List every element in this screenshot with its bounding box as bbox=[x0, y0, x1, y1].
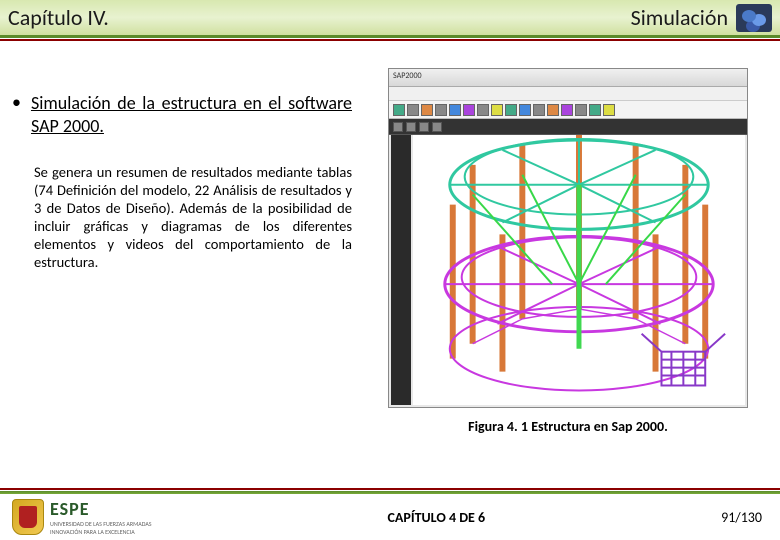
toolbar-icon bbox=[393, 122, 403, 132]
toolbar-icon bbox=[406, 122, 416, 132]
structure-render bbox=[413, 135, 745, 405]
slide-header: Capítulo IV. Simulación bbox=[0, 0, 780, 38]
toolbar-icon bbox=[393, 104, 405, 116]
toolbar-icon bbox=[505, 104, 517, 116]
bullet-heading: Simulación de la estructura en el softwa… bbox=[31, 92, 352, 139]
window-toolbar-2 bbox=[389, 119, 747, 135]
slide-footer: ESPE UNIVERSIDAD DE LAS FUERZAS ARMADAS … bbox=[0, 488, 780, 540]
toolbar-icon bbox=[589, 104, 601, 116]
window-menubar bbox=[389, 87, 747, 101]
toolbar-icon bbox=[561, 104, 573, 116]
toolbar-icon bbox=[407, 104, 419, 116]
toolbar-icon bbox=[477, 104, 489, 116]
sap2000-window: SAP2000 bbox=[388, 68, 748, 408]
sap-3d-viewport bbox=[413, 135, 745, 405]
logo-tagline: UNIVERSIDAD DE LAS FUERZAS ARMADAS bbox=[50, 520, 152, 528]
window-titlebar: SAP2000 bbox=[389, 69, 747, 87]
toolbar-icon bbox=[421, 104, 433, 116]
toolbar-icon bbox=[419, 122, 429, 132]
toolbar-icon bbox=[603, 104, 615, 116]
toolbar-icon bbox=[575, 104, 587, 116]
toolbar-icon bbox=[432, 122, 442, 132]
toolbar-icon bbox=[435, 104, 447, 116]
toolbar-icon bbox=[463, 104, 475, 116]
header-title-group: Simulación bbox=[631, 4, 772, 32]
page-number: 91/130 bbox=[721, 509, 768, 526]
logo-text-block: ESPE UNIVERSIDAD DE LAS FUERZAS ARMADAS … bbox=[50, 498, 152, 536]
espe-logo: ESPE UNIVERSIDAD DE LAS FUERZAS ARMADAS … bbox=[12, 498, 152, 536]
section-title: Simulación bbox=[631, 4, 728, 31]
content-area: • Simulación de la estructura en el soft… bbox=[0, 38, 780, 435]
body-paragraph: Se genera un resumen de resultados media… bbox=[12, 163, 352, 272]
window-toolbar-1 bbox=[389, 101, 747, 119]
toolbar-icon bbox=[547, 104, 559, 116]
figure-column: SAP2000 bbox=[368, 68, 768, 435]
logo-name: ESPE bbox=[50, 498, 152, 520]
footer-rule-red bbox=[0, 488, 780, 490]
chapter-label: Capítulo IV. bbox=[8, 4, 109, 31]
bullet-marker: • bbox=[12, 92, 21, 114]
toolbar-icon bbox=[449, 104, 461, 116]
header-decor-icon bbox=[736, 4, 772, 32]
footer-chapter-indicator: CAPÍTULO 4 DE 6 bbox=[152, 509, 722, 526]
toolbar-icon bbox=[533, 104, 545, 116]
toolbar-icon bbox=[491, 104, 503, 116]
text-column: • Simulación de la estructura en el soft… bbox=[12, 68, 352, 435]
logo-shield-icon bbox=[12, 499, 44, 535]
figure-caption: Figura 4. 1 Estructura en Sap 2000. bbox=[368, 418, 768, 435]
window-sidebar bbox=[391, 135, 411, 405]
footer-content: ESPE UNIVERSIDAD DE LAS FUERZAS ARMADAS … bbox=[0, 494, 780, 540]
bullet-item: • Simulación de la estructura en el soft… bbox=[12, 92, 352, 139]
toolbar-icon bbox=[519, 104, 531, 116]
logo-motto: INNOVACIÓN PARA LA EXCELENCIA bbox=[50, 528, 152, 536]
